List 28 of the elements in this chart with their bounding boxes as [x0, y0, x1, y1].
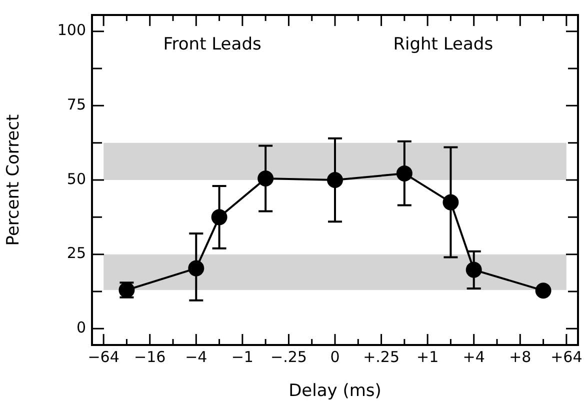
point [396, 165, 412, 182]
x-tick-label: −1 [231, 348, 254, 366]
x-tick-label: +4 [462, 348, 485, 366]
y-tick-label: 75 [66, 96, 86, 114]
x-tick-label: +64 [550, 348, 582, 366]
x-tick-label: −16 [134, 348, 166, 366]
y-tick-label: 100 [57, 21, 86, 40]
x-tick-label: +1 [416, 348, 439, 366]
point [211, 209, 228, 226]
annotation: Front Leads [163, 34, 262, 54]
x-tick-label: 0 [330, 348, 340, 366]
x-tick-label: −4 [185, 348, 208, 366]
point [258, 170, 274, 187]
x-tick-label: −64 [88, 348, 120, 366]
point [442, 194, 459, 210]
point [327, 172, 343, 188]
y-tick-label: 50 [66, 170, 86, 188]
y-tick-label: 0 [76, 318, 86, 337]
y-axis-title: Percent Correct [4, 114, 24, 246]
x-tick-label: −.25 [270, 348, 307, 366]
y-tick-label: 25 [66, 244, 86, 262]
point [535, 282, 552, 299]
point [188, 260, 204, 276]
x-tick-label: +.25 [363, 348, 400, 366]
point [466, 262, 482, 278]
x-tick-label: +8 [509, 348, 532, 366]
annotation: Right Leads [393, 34, 494, 54]
x-axis-title: Delay (ms) [288, 381, 382, 402]
